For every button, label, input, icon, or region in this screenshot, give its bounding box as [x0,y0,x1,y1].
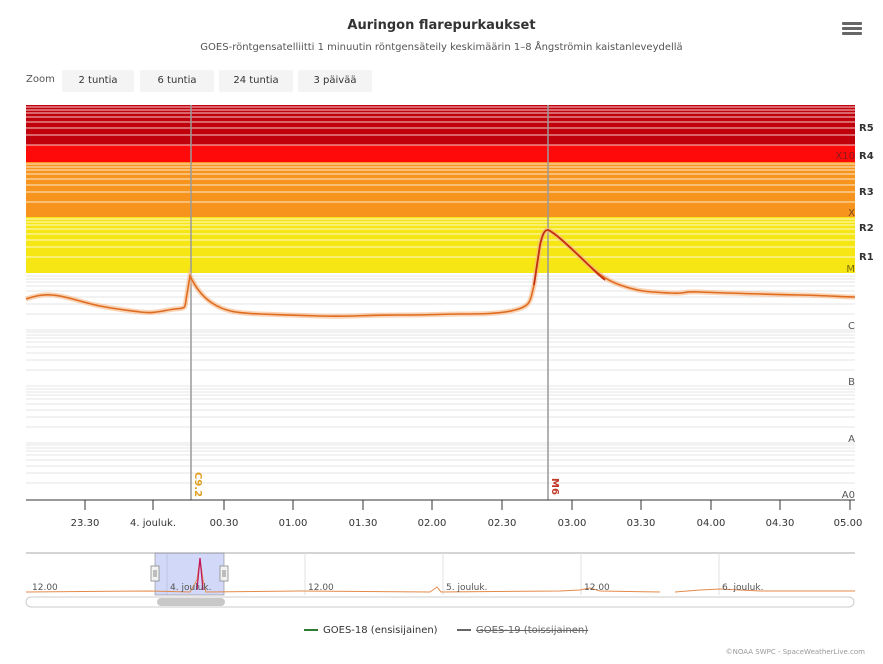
label-x: X [848,208,855,219]
label-r5: R5 [859,123,874,134]
svg-text:04.30: 04.30 [766,518,795,529]
svg-text:05.00: 05.00 [834,518,863,529]
label-r4: R4 [859,151,874,162]
chart-subtitle: GOES-röntgensatelliitti 1 minuutin röntg… [200,42,683,53]
nav-label-4: 12.00 [584,583,610,593]
label-m: M [846,264,855,275]
label-r2: R2 [859,223,874,234]
nav-label-1: 4. jouluk. [170,583,211,593]
label-x10: X10 [835,151,855,162]
svg-text:04.00: 04.00 [697,518,726,529]
nav-label-5: 6. jouluk. [722,583,763,593]
scrollbar-track[interactable] [25,596,855,608]
goes18-series [25,227,856,319]
nav-label-3: 5. jouluk. [446,583,487,593]
scrollbar-thumb[interactable] [157,598,225,606]
navigator[interactable]: 12.00 4. jouluk. 12.00 5. jouluk. 12.00 … [25,552,855,596]
hamburger-menu-icon[interactable] [842,22,862,38]
svg-text:23.30: 23.30 [71,518,100,529]
svg-text:4. jouluk.: 4. jouluk. [130,518,176,529]
zoom-2h-button[interactable]: 2 tuntia [62,70,134,92]
x-tick-labels: 23.30 4. jouluk. 00.30 01.00 01.30 02.00… [71,518,863,529]
legend-swatch-icon [457,629,471,631]
navigator-selection[interactable] [154,552,225,596]
zoom-label: Zoom [26,74,55,85]
legend-goes19[interactable]: GOES-19 (toissijainen) [457,625,588,636]
flare-bands [26,105,855,484]
annotation-m6: M6 [549,478,560,495]
label-r1: R1 [859,252,874,263]
label-a0: A0 [842,490,855,501]
legend-label: GOES-18 (ensisijainen) [323,625,438,636]
navigator-left-handle[interactable] [150,565,160,582]
nav-label-0: 12.00 [32,583,58,593]
svg-text:03.30: 03.30 [627,518,656,529]
svg-text:02.30: 02.30 [488,518,517,529]
navigator-right-handle[interactable] [219,565,229,582]
legend-label: GOES-19 (toissijainen) [476,625,589,636]
legend-swatch-icon [304,629,318,631]
svg-text:02.00: 02.00 [418,518,447,529]
zoom-24h-button[interactable]: 24 tuntia [219,70,293,92]
zoom-6h-button[interactable]: 6 tuntia [140,70,214,92]
annotation-c92: C9.2 [192,472,203,497]
svg-text:01.30: 01.30 [349,518,378,529]
class-labels: X10 X M C B A A0 [835,151,855,501]
label-r3: R3 [859,187,874,198]
r-scale-labels: R5 R4 R3 R2 R1 [859,123,874,263]
label-b: B [848,377,855,388]
legend-goes18[interactable]: GOES-18 (ensisijainen) [304,625,438,636]
label-a: A [848,434,855,445]
flare-chart: X10 X M C B A A0 R5 R4 R3 R2 R1 C9.2 M6 … [25,105,874,608]
nav-label-2: 12.00 [308,583,334,593]
svg-text:01.00: 01.00 [279,518,308,529]
svg-text:00.30: 00.30 [210,518,239,529]
credit-text[interactable]: ©NOAA SWPC - SpaceWeatherLive.com [725,648,865,656]
chart-title: Auringon flarepurkaukset [347,18,536,33]
svg-text:03.00: 03.00 [558,518,587,529]
zoom-3d-button[interactable]: 3 päivää [298,70,372,92]
label-c: C [848,321,855,332]
